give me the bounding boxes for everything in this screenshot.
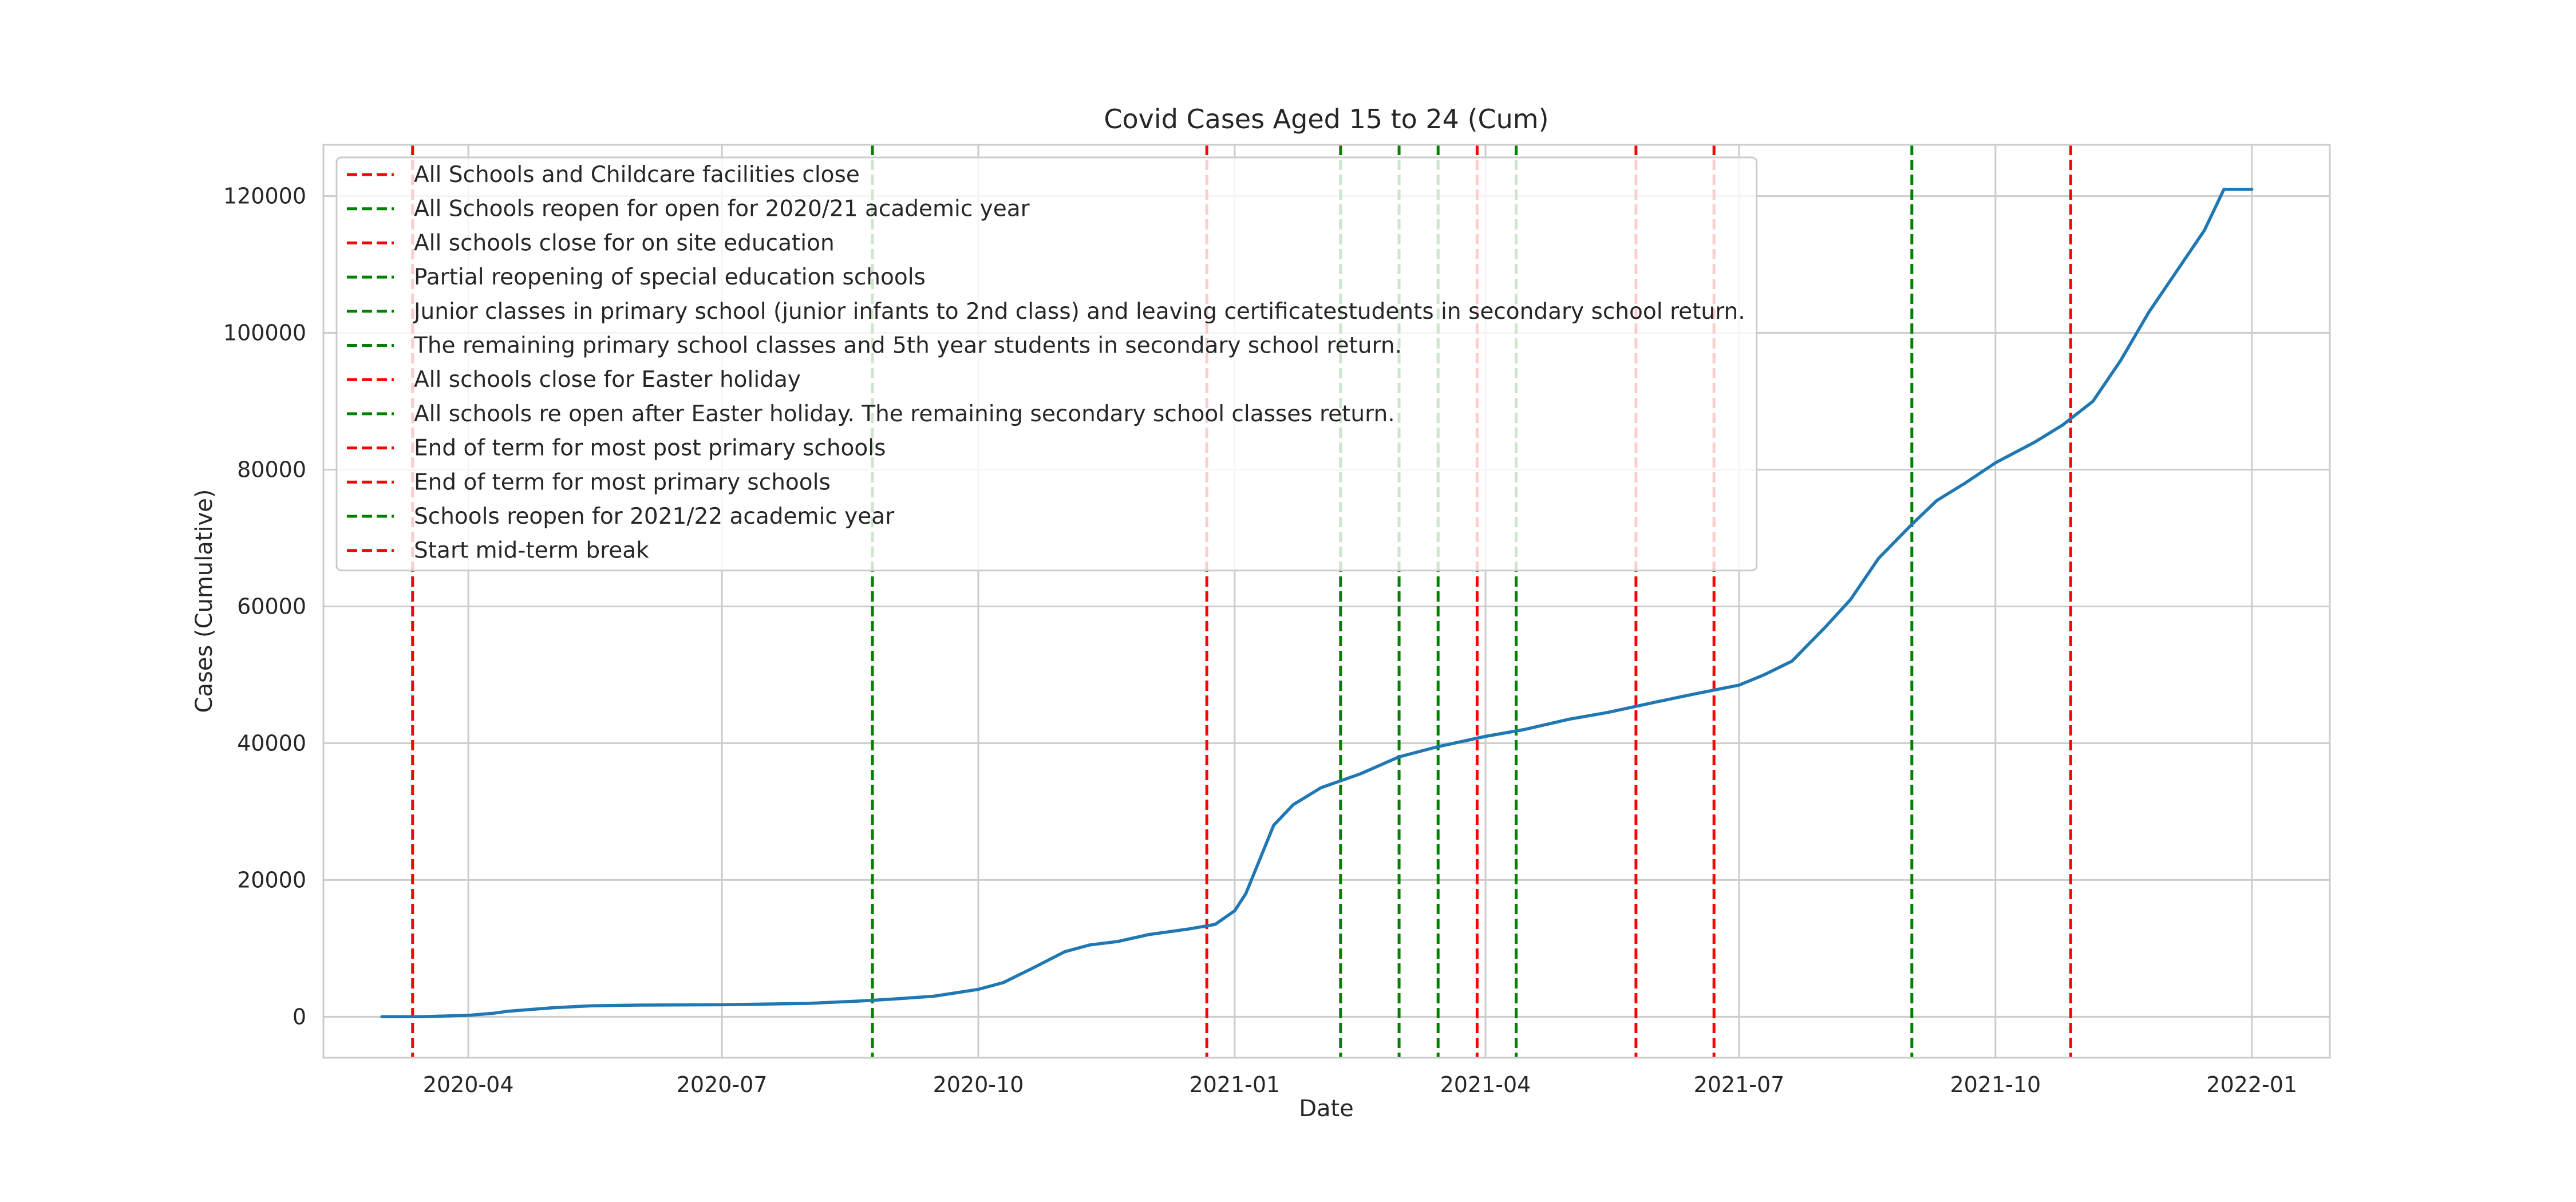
legend-entry: All schools re open after Easter holiday… bbox=[414, 401, 1395, 427]
legend-entry: End of term for most primary schools bbox=[414, 469, 831, 495]
x-tick-label: 2021-01 bbox=[1189, 1072, 1280, 1097]
x-tick-label: 2021-07 bbox=[1694, 1072, 1785, 1097]
legend-entry: Schools reopen for 2021/22 academic year bbox=[414, 504, 895, 529]
y-tick-label: 0 bbox=[293, 1004, 306, 1029]
y-tick-label: 100000 bbox=[223, 321, 306, 346]
x-tick-label: 2022-01 bbox=[2206, 1072, 2297, 1097]
series-layer bbox=[380, 187, 2254, 1019]
y-tick-label: 120000 bbox=[223, 184, 306, 209]
plot-frame bbox=[322, 144, 2331, 1059]
series-line bbox=[380, 187, 2254, 1019]
legend: All Schools and Childcare facilities clo… bbox=[335, 156, 1758, 572]
x-tick-label: 2020-10 bbox=[933, 1072, 1024, 1097]
legend-entry: Junior classes in primary school (junior… bbox=[412, 299, 1745, 325]
legend-entry: The remaining primary school classes and… bbox=[413, 333, 1402, 359]
legend-entry: All Schools reopen for open for 2020/21 … bbox=[414, 196, 1030, 222]
x-tick-label: 2020-04 bbox=[423, 1072, 514, 1097]
x-axis-label: Date bbox=[1299, 1096, 1354, 1122]
y-tick-label: 40000 bbox=[237, 730, 306, 756]
legend-entry: End of term for most post primary school… bbox=[414, 436, 886, 461]
legend-box bbox=[335, 156, 1758, 572]
tick-labels: 0 20000 40000 60000 80000 100000 120000 2020-04… bbox=[223, 184, 2297, 1097]
y-tick-label: 80000 bbox=[237, 457, 306, 483]
legend-entry: All schools close for on site education bbox=[414, 230, 835, 256]
legend-entry: Partial reopening of special education s… bbox=[414, 264, 926, 290]
y-tick-label: 60000 bbox=[237, 594, 306, 619]
x-tick-label: 2021-10 bbox=[1950, 1072, 2041, 1097]
x-tick-label: 2021-04 bbox=[1440, 1072, 1531, 1097]
legend-items: All Schools and Childcare facilities clo… bbox=[347, 162, 1745, 564]
y-axis-label: Cases (Cumulative) bbox=[191, 489, 218, 713]
legend-entry: All schools close for Easter holiday bbox=[414, 367, 801, 393]
y-tick-label: 20000 bbox=[237, 867, 306, 892]
chart-title: Covid Cases Aged 15 to 24 (Cum) bbox=[1104, 104, 1548, 135]
legend-entry: Start mid-term break bbox=[414, 538, 649, 564]
legend-entry: All Schools and Childcare facilities clo… bbox=[414, 162, 860, 188]
x-tick-label: 2020-07 bbox=[677, 1072, 768, 1097]
